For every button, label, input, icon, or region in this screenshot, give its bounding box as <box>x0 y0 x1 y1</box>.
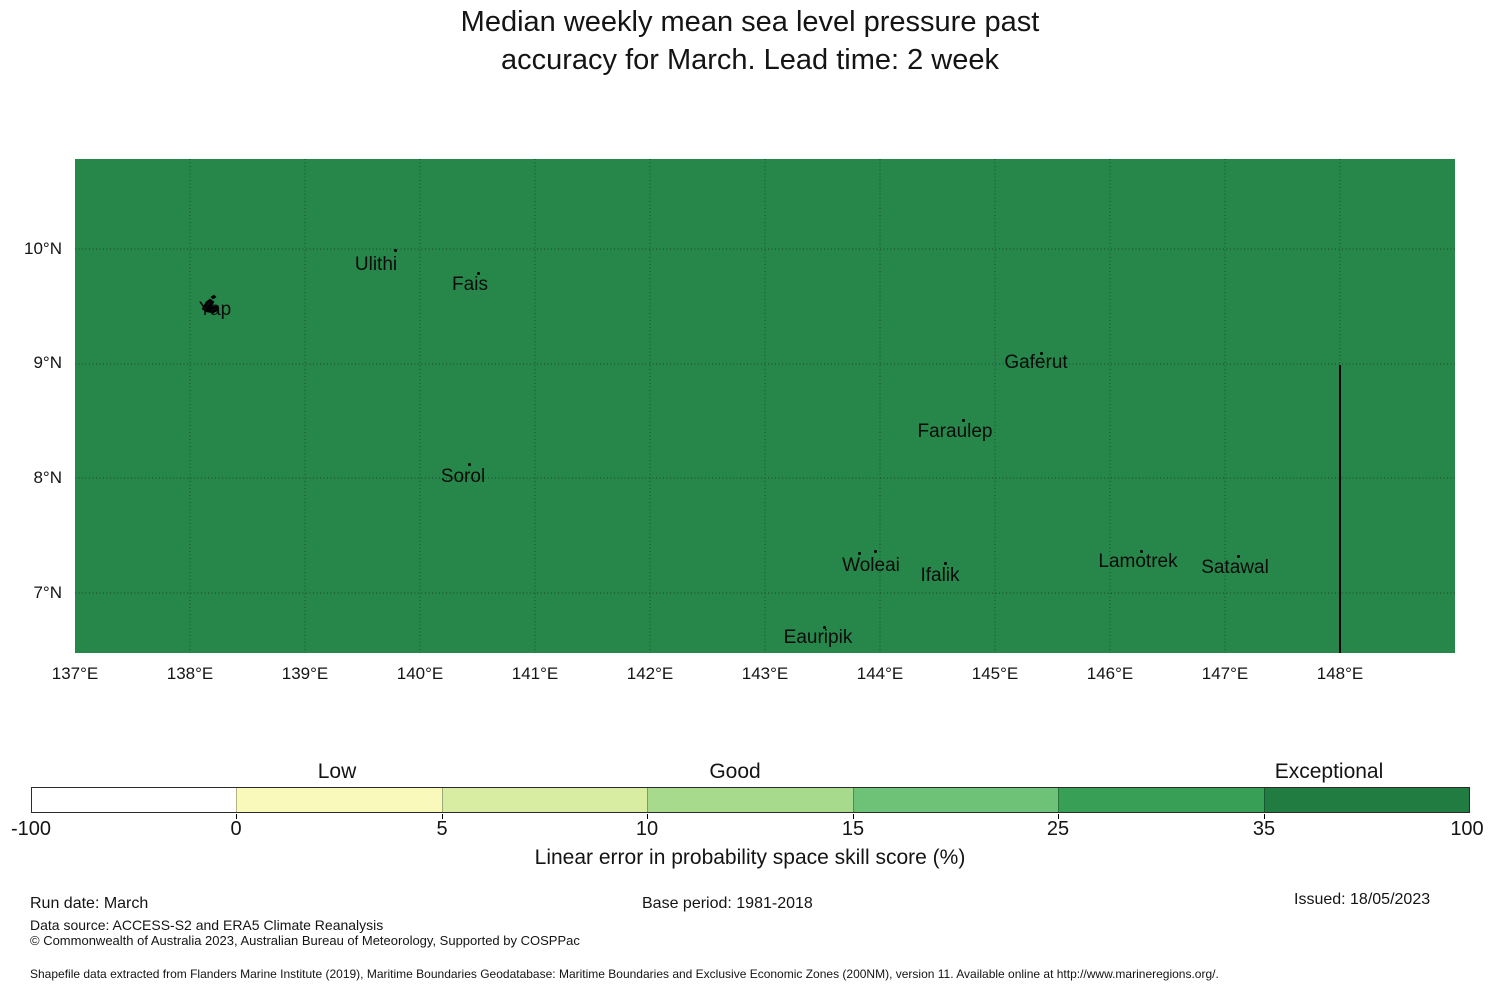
map-gridlines-layer <box>75 159 1455 653</box>
island-label-yap: Yap <box>198 299 232 320</box>
colorbar-category-low: Low <box>317 760 357 783</box>
ytick-10n: 10°N <box>24 239 62 258</box>
cbar-tick-0: 0 <box>230 818 242 840</box>
colorbar-segment-25-35 <box>1058 788 1264 812</box>
colorbar <box>31 787 1470 813</box>
island-label-faraulep: Faraulep <box>917 421 993 442</box>
colorbar-tickmark <box>442 814 443 819</box>
island-marker-satawal <box>1237 555 1240 558</box>
colorbar-segment-35-100 <box>1263 788 1469 812</box>
island-marker-sorol <box>468 463 471 466</box>
xtick-138e: 138°E <box>166 664 214 683</box>
island-marker-woleai-2 <box>874 550 877 553</box>
ytick-8n: 8°N <box>33 468 62 487</box>
xtick-146e: 146°E <box>1086 664 1134 683</box>
cbar-tick-25: 25 <box>1046 818 1070 840</box>
island-label-gaferut: Gaferut <box>1004 352 1068 373</box>
colorbar-segment-0-5 <box>236 788 442 812</box>
cbar-tick-100: 100 <box>1450 818 1484 840</box>
island-label-sorol: Sorol <box>440 466 486 487</box>
colorbar-segment-15-25 <box>852 788 1059 812</box>
island-marker-lamotrek <box>1140 550 1143 553</box>
footer-shapefile-attribution: Shapefile data extracted from Flanders M… <box>30 967 1219 981</box>
island-label-lamotrek: Lamotrek <box>1098 551 1178 572</box>
colorbar-category-good: Good <box>709 760 761 783</box>
island-label-ulithi: Ulithi <box>354 254 398 275</box>
xtick-141e: 141°E <box>511 664 559 683</box>
colorbar-axis-label: Linear error in probability space skill … <box>534 846 966 869</box>
title-line-1: Median weekly mean sea level pressure pa… <box>460 6 1040 38</box>
xtick-142e: 142°E <box>626 664 674 683</box>
island-marker-faraulep <box>962 419 965 422</box>
footer-base-period: Base period: 1981-2018 <box>642 895 813 912</box>
island-label-satawal: Satawal <box>1201 557 1269 578</box>
colorbar-tickmark <box>1264 814 1265 819</box>
cbar-tick-15: 15 <box>841 818 865 840</box>
footer-issued: Issued: 18/05/2023 <box>1294 891 1431 908</box>
colorbar-tickmark <box>236 814 237 819</box>
colorbar-tickmark <box>1058 814 1059 819</box>
xtick-144e: 144°E <box>856 664 904 683</box>
island-marker-fais <box>477 272 480 275</box>
island-label-fais: Fais <box>452 274 488 295</box>
xtick-145e: 145°E <box>971 664 1019 683</box>
island-marker-ulithi <box>394 249 397 252</box>
footer-data-source: Data source: ACCESS-S2 and ERA5 Climate … <box>30 917 384 933</box>
island-marker-eauripik <box>823 626 826 629</box>
xtick-139e: 139°E <box>281 664 329 683</box>
colorbar-segment-neg100-0 <box>32 788 237 812</box>
footer-copyright: © Commonwealth of Australia 2023, Austra… <box>30 933 580 948</box>
colorbar-category-exceptional: Exceptional <box>1274 760 1384 783</box>
island-label-ifalik: Ifalik <box>920 565 960 586</box>
title-line-2: accuracy for March. Lead time: 2 week <box>500 44 1000 76</box>
colorbar-segment-5-10 <box>441 788 648 812</box>
xtick-140e: 140°E <box>396 664 444 683</box>
xtick-143e: 143°E <box>741 664 789 683</box>
cbar-tick-35: 35 <box>1252 818 1276 840</box>
map-canvas: Yap Ulithi Fais Sorol Gaferut Faraulep W… <box>75 159 1455 653</box>
colorbar-tickmark <box>647 814 648 819</box>
island-marker-ifalik <box>944 562 947 565</box>
colorbar-tickmark <box>853 814 854 819</box>
yap-island-shape <box>201 294 220 314</box>
cbar-tick-neg100: -100 <box>10 818 52 840</box>
ytick-9n: 9°N <box>33 353 62 372</box>
footer-run-date: Run date: March <box>30 895 149 912</box>
island-marker-woleai <box>858 552 861 555</box>
cbar-tick-5: 5 <box>436 818 448 840</box>
island-label-woleai: Woleai <box>842 555 900 576</box>
ytick-7n: 7°N <box>33 583 62 602</box>
cbar-tick-10: 10 <box>635 818 659 840</box>
page-title: Median weekly mean sea level pressure pa… <box>0 3 1500 79</box>
colorbar-segment-10-15 <box>647 788 853 812</box>
xtick-137e: 137°E <box>51 664 99 683</box>
island-marker-gaferut <box>1040 352 1043 355</box>
xtick-147e: 147°E <box>1201 664 1249 683</box>
island-label-eauripik: Eauripik <box>783 627 853 648</box>
xtick-148e: 148°E <box>1316 664 1364 683</box>
